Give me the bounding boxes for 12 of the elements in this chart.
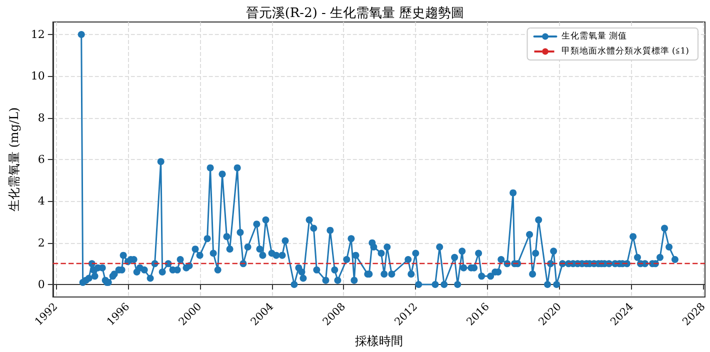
y-tick-label: 6: [38, 153, 45, 166]
y-tick-label: 0: [38, 278, 45, 291]
legend-label: 甲類地面水體分類水質標準 (≦1): [561, 46, 690, 56]
y-tick-label: 10: [30, 70, 45, 83]
chart-title: 晉元溪(R-2) - 生化需氧量 歷史趨勢圖: [246, 6, 464, 21]
y-tick-label: 12: [30, 28, 45, 41]
y-axis-title: 生化需氧量 (mg/L): [7, 107, 21, 212]
legend-label: 生化需氧量 測值: [561, 30, 627, 42]
y-tick-label: 4: [38, 194, 45, 208]
y-tick-label: 8: [38, 111, 45, 124]
x-axis-title: 採樣時間: [354, 334, 403, 348]
y-tick-label: 2: [38, 236, 45, 250]
